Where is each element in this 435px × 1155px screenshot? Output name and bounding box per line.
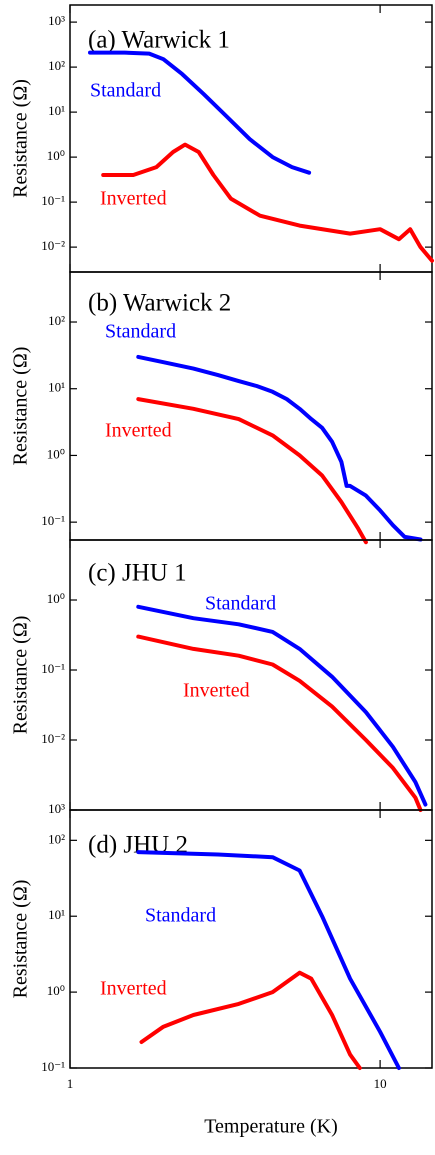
series-label: Inverted bbox=[183, 680, 250, 702]
y-tick-label: 10³ bbox=[48, 13, 65, 28]
series-label: Standard bbox=[205, 593, 276, 615]
series-label: Inverted bbox=[105, 420, 172, 442]
data-line bbox=[101, 142, 434, 263]
panel-title: (c) JHU 1 bbox=[88, 560, 187, 587]
y-tick-label: 10⁻² bbox=[41, 238, 65, 253]
series-label: Standard bbox=[90, 80, 161, 102]
y-axis-label: Resistance (Ω) bbox=[10, 880, 32, 999]
series-label: Standard bbox=[145, 905, 216, 927]
y-tick-label: 10² bbox=[48, 313, 65, 328]
y-tick-label: 10³ bbox=[48, 801, 65, 816]
y-tick-label: 10⁰ bbox=[47, 983, 65, 998]
series-label: Inverted bbox=[100, 978, 167, 1000]
y-tick-label: 10⁰ bbox=[47, 591, 65, 606]
data-line bbox=[136, 850, 401, 1070]
panel-title: (a) Warwick 1 bbox=[88, 27, 230, 54]
y-tick-label: 10⁻¹ bbox=[41, 1059, 65, 1074]
y-tick-label: 10⁻¹ bbox=[41, 661, 65, 676]
y-tick-label: 10⁰ bbox=[47, 148, 65, 163]
y-tick-label: 10⁻¹ bbox=[41, 193, 65, 208]
y-tick-label: 10⁻¹ bbox=[41, 513, 65, 528]
panel-title: (b) Warwick 2 bbox=[88, 290, 231, 317]
y-tick-label: 10⁻² bbox=[41, 731, 65, 746]
series-label: Inverted bbox=[100, 188, 167, 210]
y-tick-label: 10² bbox=[48, 58, 65, 73]
series-label: Standard bbox=[105, 321, 176, 343]
data-line bbox=[139, 970, 362, 1070]
data-line bbox=[136, 604, 428, 807]
y-axis-label: Resistance (Ω) bbox=[10, 347, 32, 466]
x-tick-label: 10 bbox=[374, 1076, 387, 1091]
data-line bbox=[88, 50, 312, 175]
y-axis-label: Resistance (Ω) bbox=[10, 79, 32, 198]
y-tick-label: 10¹ bbox=[48, 907, 65, 922]
plot-frame bbox=[69, 809, 433, 1069]
y-tick-label: 10¹ bbox=[48, 380, 65, 395]
y-tick-label: 10⁰ bbox=[47, 446, 65, 461]
y-axis-label: Resistance (Ω) bbox=[10, 616, 32, 735]
x-tick-label: 1 bbox=[67, 1076, 74, 1091]
data-line bbox=[136, 354, 423, 542]
data-line bbox=[136, 397, 368, 545]
y-tick-label: 10² bbox=[48, 831, 65, 846]
data-line bbox=[136, 634, 423, 812]
x-axis-label: Temperature (K) bbox=[204, 1116, 338, 1138]
y-tick-label: 10¹ bbox=[48, 103, 65, 118]
